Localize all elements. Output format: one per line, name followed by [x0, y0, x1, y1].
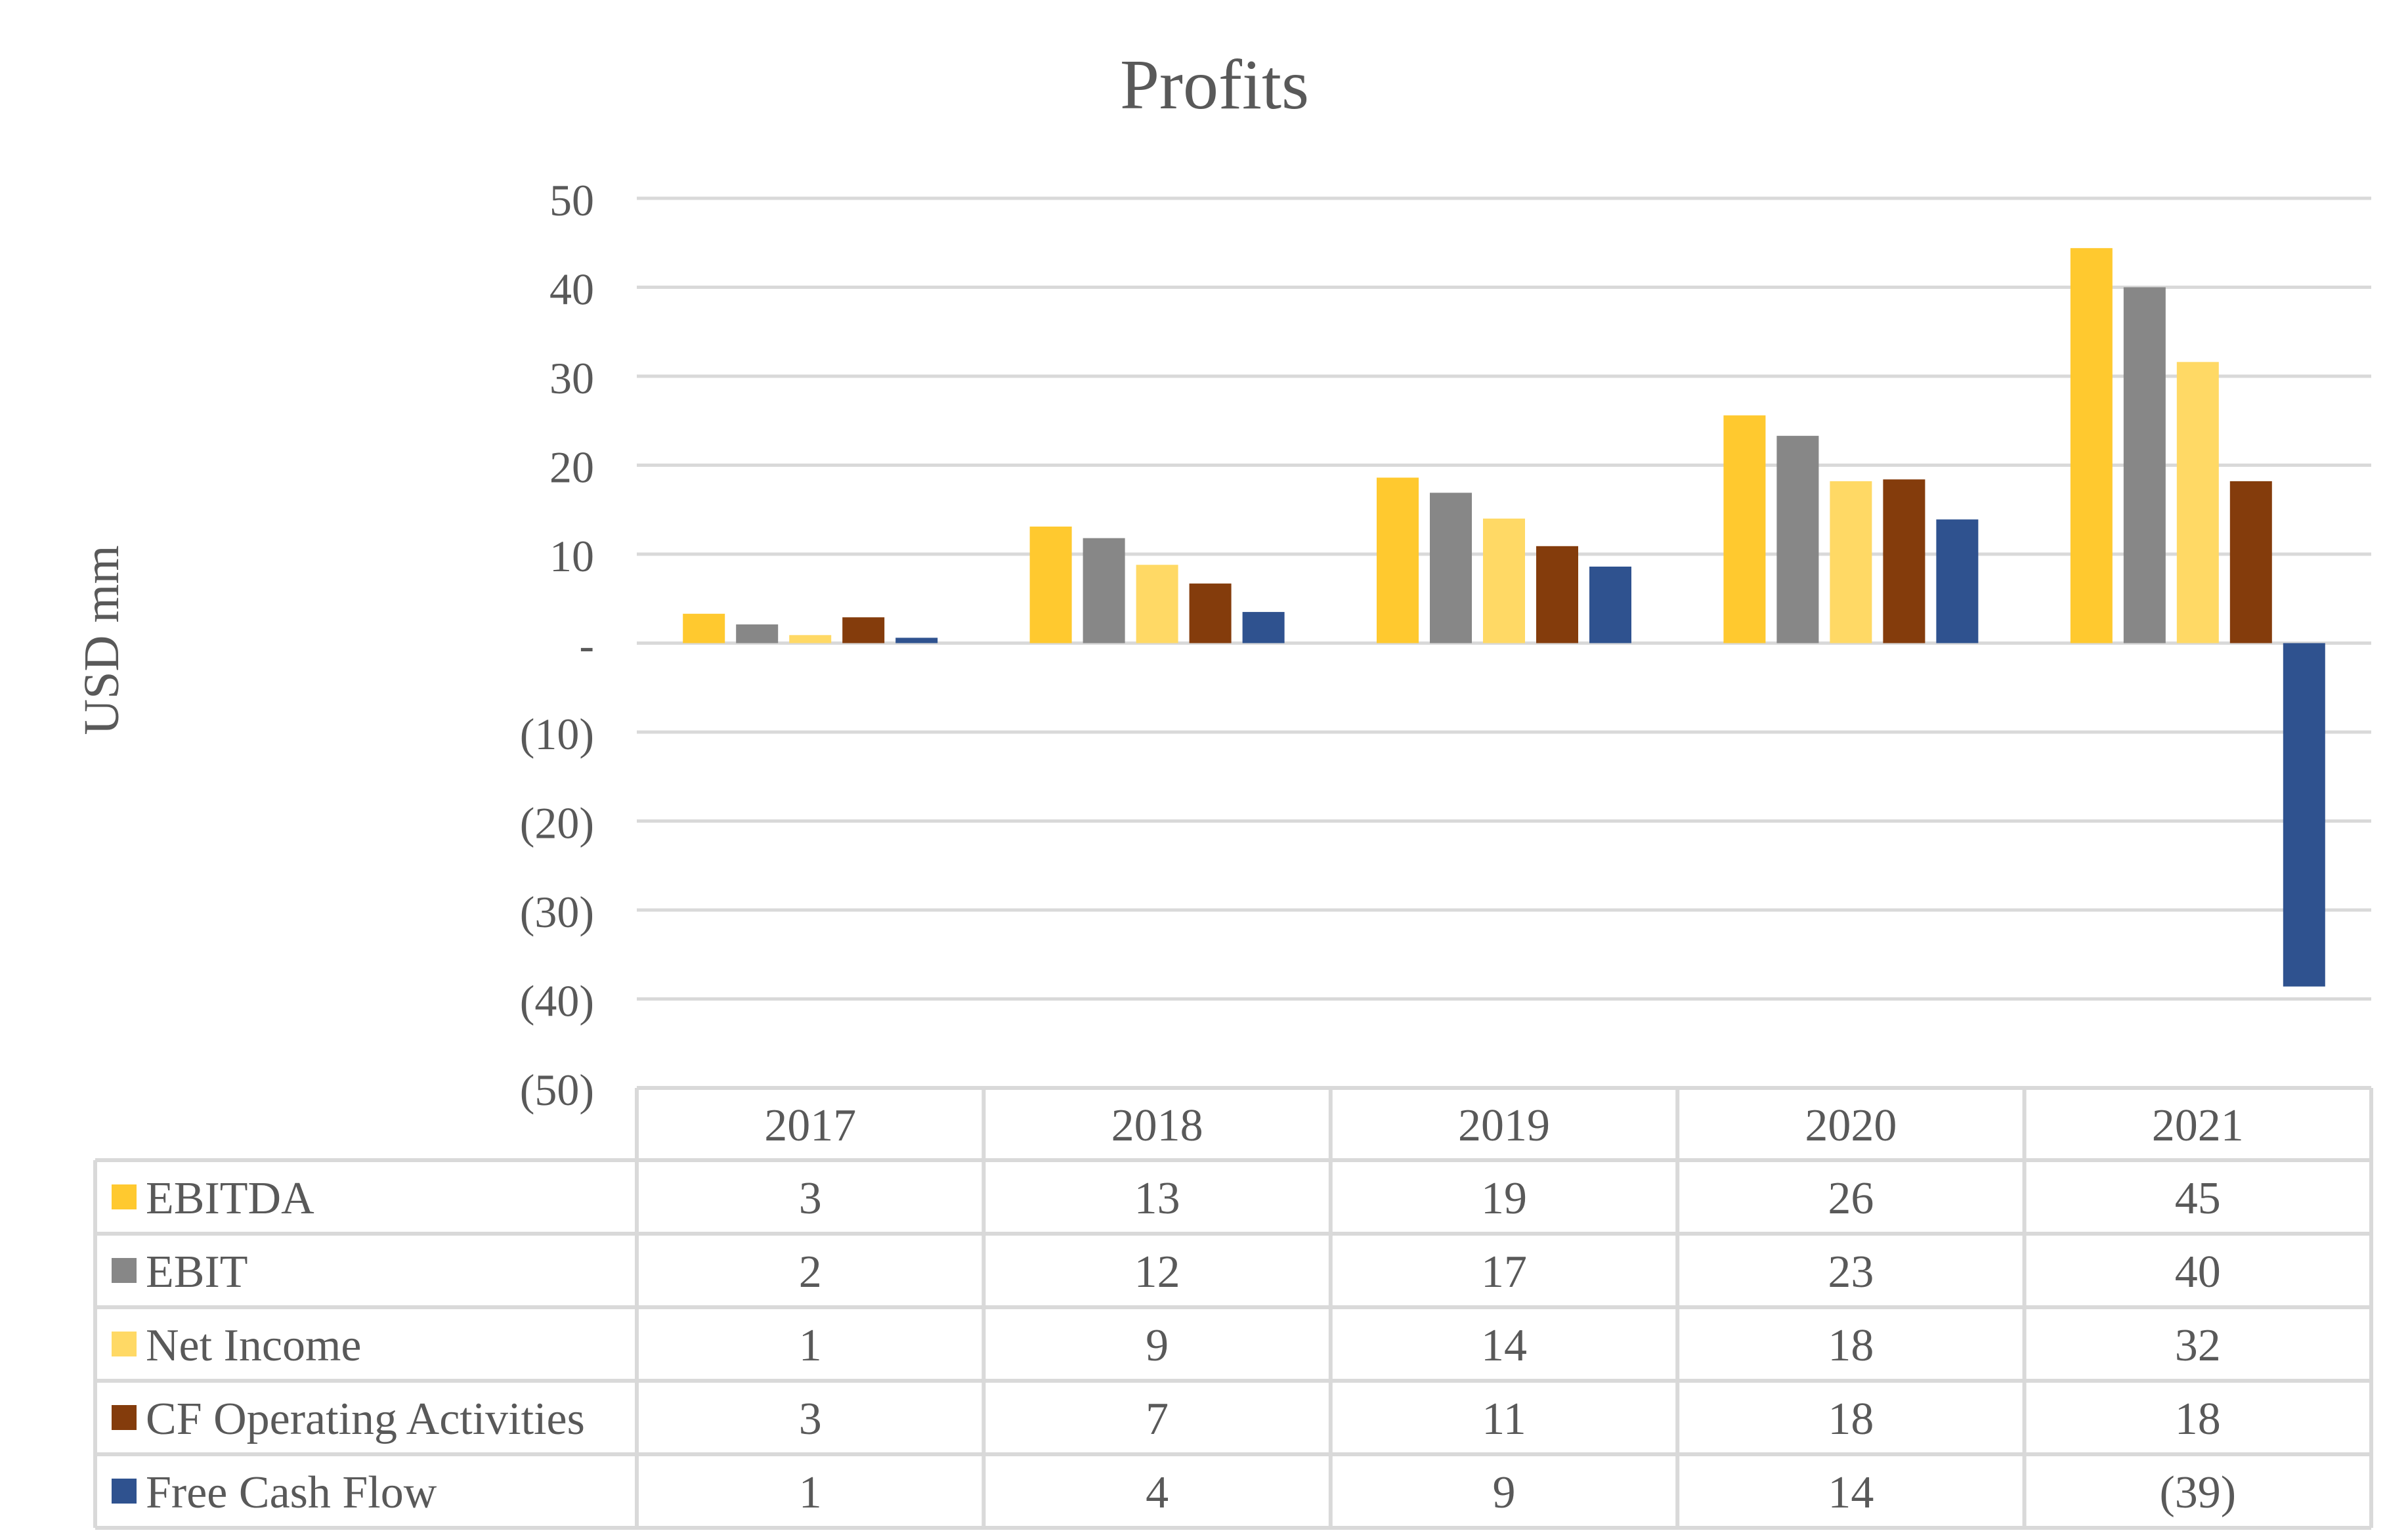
data-label: 2 [799, 1247, 822, 1297]
legend-label: EBITDA [146, 1173, 314, 1224]
legend-swatch [112, 1479, 137, 1504]
bar-net-income-2017 [789, 635, 832, 643]
data-label: 17 [1481, 1247, 1527, 1297]
bars [683, 248, 2325, 987]
bar-free-cash-flow-2019 [1589, 566, 1631, 643]
y-tick-label: (50) [520, 1065, 594, 1115]
y-tick-label: 10 [549, 531, 594, 581]
data-label: 7 [1146, 1394, 1169, 1444]
x-tick-label: 2018 [1111, 1100, 1203, 1151]
y-tick-label: (30) [520, 887, 594, 937]
bar-cf-operating-activities-2020 [1883, 479, 1925, 643]
legend-swatch [112, 1332, 137, 1356]
legend-swatch [112, 1258, 137, 1283]
data-label: 9 [1146, 1320, 1169, 1371]
y-tick-label: (40) [520, 976, 594, 1026]
x-tick-label: 2019 [1458, 1100, 1550, 1151]
bar-ebitda-2021 [2070, 248, 2113, 643]
data-label: 4 [1146, 1467, 1169, 1518]
bar-net-income-2019 [1483, 518, 1525, 643]
bar-ebit-2021 [2123, 287, 2166, 643]
data-label: 26 [1828, 1173, 1874, 1224]
data-label: 32 [2175, 1320, 2221, 1371]
data-label: (39) [2159, 1467, 2236, 1518]
y-tick-label: 20 [549, 443, 594, 492]
bar-net-income-2020 [1830, 481, 1872, 643]
bar-cf-operating-activities-2021 [2229, 481, 2272, 643]
bar-ebitda-2020 [1723, 415, 1766, 643]
chart-title: Profits [1120, 46, 1309, 124]
bar-cf-operating-activities-2017 [842, 617, 885, 643]
y-tick-label: 30 [549, 353, 594, 403]
data-label: 9 [1493, 1467, 1516, 1518]
data-label: 1 [799, 1467, 822, 1518]
legend-label: Free Cash Flow [146, 1467, 437, 1518]
data-label: 3 [799, 1394, 822, 1444]
bar-ebitda-2017 [683, 613, 725, 643]
bar-ebit-2019 [1430, 492, 1472, 643]
bar-net-income-2018 [1136, 565, 1178, 643]
y-tick-label: (10) [520, 709, 594, 759]
y-tick-label: (20) [520, 798, 594, 848]
y-tick-label: 50 [549, 175, 594, 225]
bar-net-income-2021 [2176, 362, 2219, 643]
legend-label: EBIT [146, 1247, 248, 1297]
bar-ebitda-2019 [1377, 477, 1419, 643]
y-axis-ticks: 50 40 30 20 10 - (10) (20) (30) (40) (50) [520, 175, 594, 1115]
data-label: 12 [1134, 1247, 1180, 1297]
x-tick-label: 2020 [1805, 1100, 1897, 1151]
data-label: 45 [2175, 1173, 2221, 1224]
bar-cf-operating-activities-2019 [1536, 546, 1578, 643]
data-label: 19 [1481, 1173, 1527, 1224]
legend-label: Net Income [146, 1320, 361, 1371]
data-label: 23 [1828, 1247, 1874, 1297]
bar-free-cash-flow-2021 [2283, 643, 2325, 987]
y-tick-label: 40 [549, 265, 594, 314]
x-tick-label: 2017 [764, 1100, 856, 1151]
bar-free-cash-flow-2018 [1242, 612, 1285, 643]
data-label: 18 [2175, 1394, 2221, 1444]
data-label: 18 [1828, 1394, 1874, 1444]
y-tick-label: - [579, 620, 594, 670]
bar-free-cash-flow-2020 [1936, 519, 1979, 643]
bar-ebitda-2018 [1029, 526, 1072, 643]
bar-ebit-2017 [736, 624, 779, 643]
bar-cf-operating-activities-2018 [1189, 583, 1232, 643]
data-label: 1 [799, 1320, 822, 1371]
legend-swatch [112, 1405, 137, 1430]
data-label: 14 [1481, 1320, 1527, 1371]
data-label: 13 [1134, 1173, 1180, 1224]
legend-label: CF Operating Activities [146, 1394, 585, 1444]
legend-swatch [112, 1184, 137, 1209]
data-label: 3 [799, 1173, 822, 1224]
y-axis-label: USD mm [74, 545, 129, 735]
data-label: 11 [1482, 1394, 1526, 1444]
data-label: 18 [1828, 1320, 1874, 1371]
data-label: 40 [2175, 1247, 2221, 1297]
data-label: 14 [1828, 1467, 1874, 1518]
bar-ebit-2018 [1083, 538, 1125, 643]
x-tick-label: 2021 [2152, 1100, 2244, 1151]
bar-ebit-2020 [1776, 435, 1819, 643]
bar-free-cash-flow-2017 [895, 638, 938, 643]
